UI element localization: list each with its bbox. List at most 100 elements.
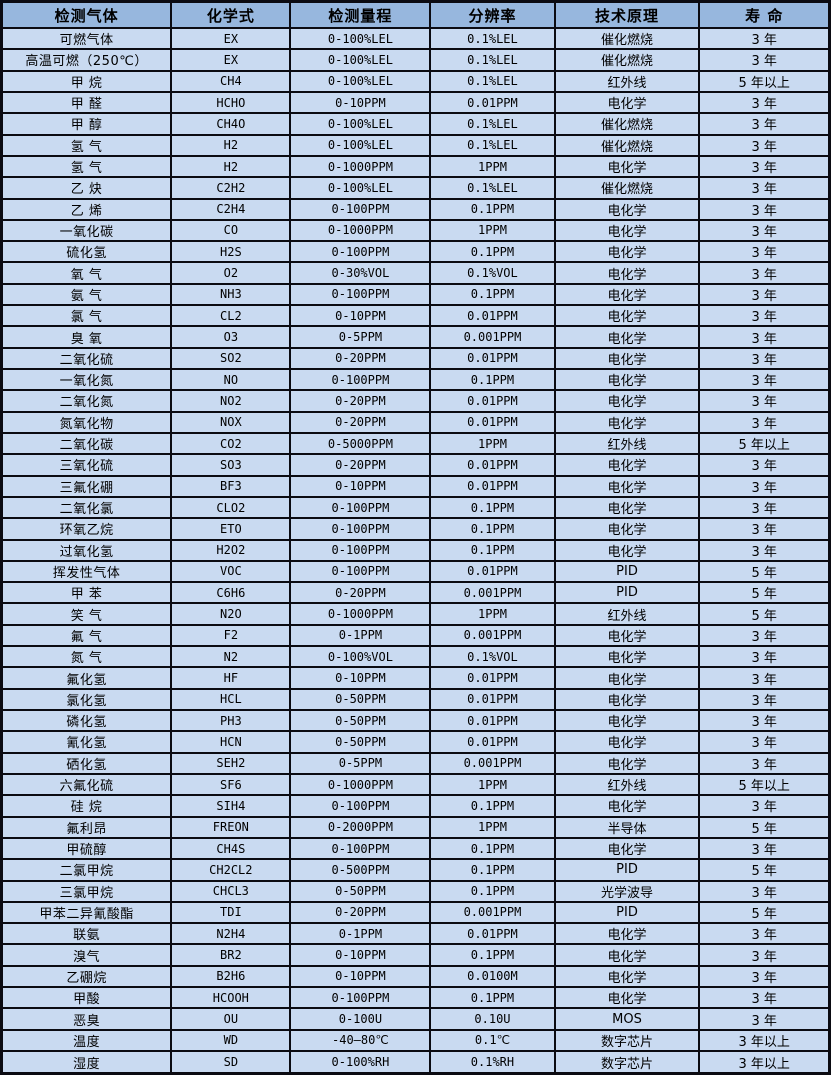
- cell-lifespan: 3 年: [698, 154, 831, 179]
- table-row: 甲硫醇 CH4S 0-100PPM 0.1PPM 电化学 3 年: [0, 836, 831, 861]
- cell-range: -40—80℃: [289, 1028, 432, 1053]
- cell-gas: 氟利昂: [0, 815, 173, 839]
- cell-resolution: 0.1%LEL: [429, 48, 556, 72]
- table-row: 氯 气 CL2 0-10PPM 0.01PPM 电化学 3 年: [0, 304, 831, 328]
- cell-range: 0-500PPM: [289, 858, 432, 882]
- cell-resolution: 0.1%VOL: [429, 261, 556, 285]
- cell-gas: 氰化氢: [0, 730, 173, 754]
- cell-lifespan: 3 年: [698, 474, 831, 498]
- cell-gas: 硫化氢: [0, 240, 173, 264]
- cell-lifespan: 3 年以上: [698, 1028, 831, 1053]
- cell-formula: CH2CL2: [170, 858, 292, 882]
- cell-formula: NH3: [170, 282, 292, 307]
- cell-gas: 一氧化碳: [0, 218, 173, 243]
- cell-range: 0-2000PPM: [289, 815, 432, 839]
- cell-resolution: 0.01PPM: [429, 730, 556, 754]
- cell-principle: 电化学: [553, 836, 701, 861]
- cell-lifespan: 5 年: [698, 581, 831, 605]
- cell-formula: CH4O: [170, 112, 292, 136]
- cell-formula: BF3: [170, 474, 292, 498]
- cell-range: 0-100%LEL: [289, 26, 432, 51]
- cell-lifespan: 3 年: [698, 176, 831, 200]
- table-row: 氟 气 F2 0-1PPM 0.001PPM 电化学 3 年: [0, 623, 831, 648]
- table-row: 三氟化硼 BF3 0-10PPM 0.01PPM 电化学 3 年: [0, 474, 831, 498]
- cell-lifespan: 3 年: [698, 645, 831, 669]
- cell-resolution: 0.1PPM: [429, 517, 556, 541]
- cell-lifespan: 5 年: [698, 602, 831, 626]
- cell-formula: CHCL3: [170, 879, 292, 903]
- cell-lifespan: 3 年: [698, 836, 831, 861]
- cell-range: 0-10PPM: [289, 943, 432, 967]
- cell-formula: WD: [170, 1028, 292, 1053]
- cell-range: 0-1PPM: [289, 623, 432, 648]
- cell-range: 0-20PPM: [289, 389, 432, 413]
- cell-lifespan: 3 年: [698, 730, 831, 754]
- cell-lifespan: 3 年: [698, 666, 831, 690]
- cell-principle: PID: [553, 581, 701, 605]
- cell-gas: 氧 气: [0, 261, 173, 285]
- cell-resolution: 0.1PPM: [429, 538, 556, 562]
- cell-formula: O2: [170, 261, 292, 285]
- cell-gas: 溴气: [0, 943, 173, 967]
- cell-principle: 电化学: [553, 389, 701, 413]
- cell-principle: 电化学: [553, 367, 701, 392]
- cell-range: 0-50PPM: [289, 879, 432, 903]
- cell-principle: 电化学: [553, 666, 701, 690]
- cell-principle: 电化学: [553, 218, 701, 243]
- cell-range: 0-1000PPM: [289, 602, 432, 626]
- cell-lifespan: 3 年: [698, 133, 831, 157]
- col-header-formula: 化学式: [170, 0, 292, 29]
- cell-lifespan: 3 年: [698, 410, 831, 434]
- cell-formula: EX: [170, 26, 292, 51]
- cell-formula: NO2: [170, 389, 292, 413]
- cell-principle: 电化学: [553, 538, 701, 562]
- col-header-gas: 检测气体: [0, 0, 173, 29]
- cell-resolution: 0.01PPM: [429, 304, 556, 328]
- cell-resolution: 0.1PPM: [429, 282, 556, 307]
- table-row: 溴气 BR2 0-10PPM 0.1PPM 电化学 3 年: [0, 943, 831, 967]
- cell-principle: 催化燃烧: [553, 26, 701, 51]
- cell-resolution: 0.1PPM: [429, 794, 556, 818]
- cell-range: 0-100PPM: [289, 836, 432, 861]
- cell-lifespan: 3 年: [698, 90, 831, 115]
- table-row: 磷化氢 PH3 0-50PPM 0.01PPM 电化学 3 年: [0, 708, 831, 733]
- cell-formula: SO3: [170, 453, 292, 477]
- cell-lifespan: 3 年: [698, 943, 831, 967]
- table-row: 三氧化硫 SO3 0-20PPM 0.01PPM 电化学 3 年: [0, 453, 831, 477]
- cell-principle: 电化学: [553, 922, 701, 946]
- cell-range: 0-5000PPM: [289, 431, 432, 456]
- cell-range: 0-30%VOL: [289, 261, 432, 285]
- cell-resolution: 0.1PPM: [429, 240, 556, 264]
- cell-formula: N2O: [170, 602, 292, 626]
- cell-gas: 甲 苯: [0, 581, 173, 605]
- cell-lifespan: 3 年: [698, 986, 831, 1010]
- cell-lifespan: 3 年: [698, 240, 831, 264]
- table-row: 甲 苯 C6H6 0-20PPM 0.001PPM PID 5 年: [0, 581, 831, 605]
- cell-lifespan: 3 年: [698, 623, 831, 648]
- cell-formula: N2: [170, 645, 292, 669]
- cell-formula: HCHO: [170, 90, 292, 115]
- table-row: 甲 醇 CH4O 0-100%LEL 0.1%LEL 催化燃烧 3 年: [0, 112, 831, 136]
- cell-principle: PID: [553, 559, 701, 584]
- cell-gas: 氯化氢: [0, 687, 173, 712]
- cell-principle: 电化学: [553, 453, 701, 477]
- cell-gas: 挥发性气体: [0, 559, 173, 584]
- cell-gas: 硒化氢: [0, 751, 173, 775]
- table-row: 笑 气 N2O 0-1000PPM 1PPM 红外线 5 年: [0, 602, 831, 626]
- cell-gas: 二氧化氯: [0, 495, 173, 520]
- cell-gas: 氮 气: [0, 645, 173, 669]
- cell-range: 0-100%RH: [289, 1050, 432, 1075]
- table-row: 氧 气 O2 0-30%VOL 0.1%VOL 电化学 3 年: [0, 261, 831, 285]
- cell-formula: BR2: [170, 943, 292, 967]
- table-row: 六氟化硫 SF6 0-1000PPM 1PPM 红外线 5 年以上: [0, 772, 831, 797]
- table-row: 氢 气 H2 0-1000PPM 1PPM 电化学 3 年: [0, 154, 831, 179]
- table-body: 可燃气体 EX 0-100%LEL 0.1%LEL 催化燃烧 3 年高温可燃（250℃） E…: [0, 26, 831, 1075]
- cell-range: 0-100PPM: [289, 986, 432, 1010]
- cell-gas: 六氟化硫: [0, 772, 173, 797]
- table-row: 环氧乙烷 ETO 0-100PPM 0.1PPM 电化学 3 年: [0, 517, 831, 541]
- cell-formula: SD: [170, 1050, 292, 1075]
- cell-formula: H2O2: [170, 538, 292, 562]
- cell-resolution: 0.1%LEL: [429, 69, 556, 93]
- cell-range: 0-100PPM: [289, 517, 432, 541]
- cell-lifespan: 3 年: [698, 282, 831, 307]
